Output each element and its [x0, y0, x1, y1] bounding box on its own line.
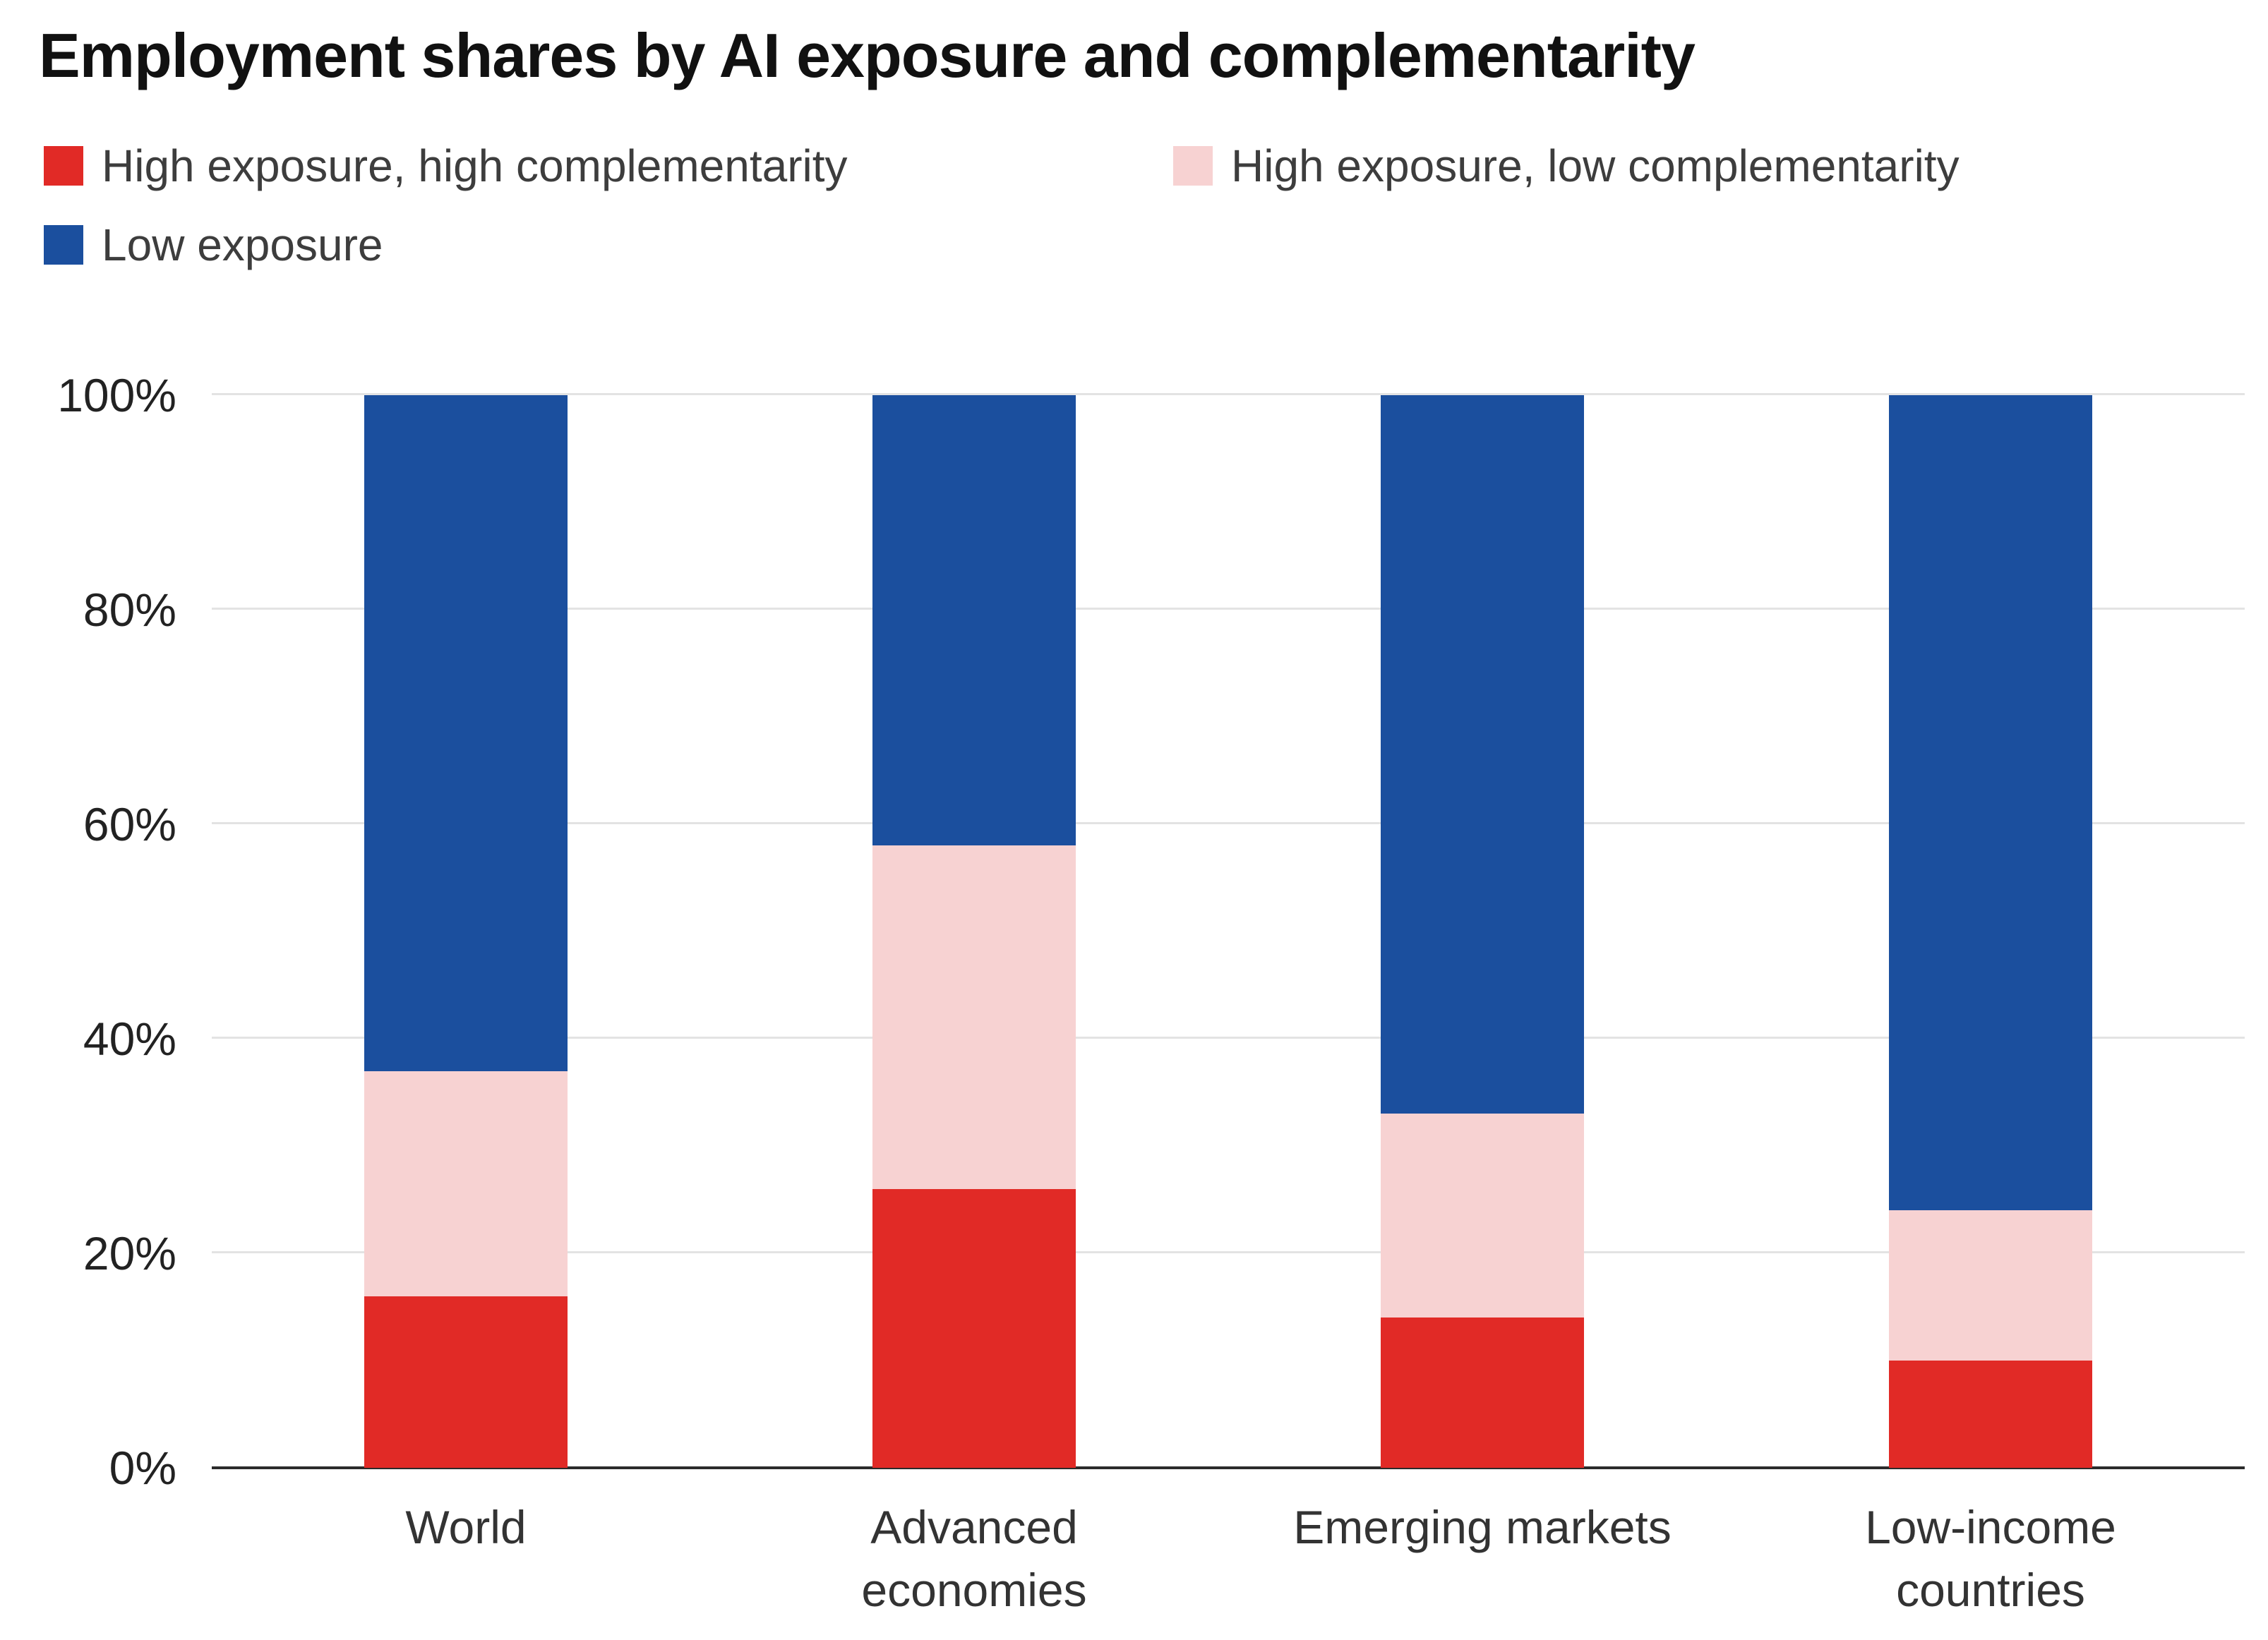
- bar-segment-series-2: [364, 395, 568, 1071]
- bar-segment-series-1: [872, 845, 1076, 1189]
- y-axis-labels: 0% 20% 40% 60% 80% 100%: [0, 369, 176, 1494]
- legend-item-high-exposure-high-complementarity: High exposure, high complementarity: [44, 140, 1173, 192]
- bar-emerging-markets: [1381, 395, 1584, 1468]
- y-tick-label: 80%: [83, 584, 176, 636]
- y-tick-label: 0%: [109, 1442, 176, 1494]
- x-axis-line: [212, 1466, 2245, 1469]
- bar-segment-series-0: [1381, 1318, 1584, 1468]
- legend-label: High exposure, low complementarity: [1231, 140, 1960, 191]
- x-axis-label: World: [405, 1501, 527, 1553]
- legend-swatch-blue-icon: [44, 225, 83, 265]
- bar-segment-series-2: [872, 395, 1076, 846]
- y-tick-label: 40%: [83, 1013, 176, 1065]
- chart-legend: High exposure, high complementarity High…: [44, 140, 2204, 298]
- gridline: [212, 1037, 2245, 1039]
- plot-area: [212, 393, 2245, 1469]
- chart-title: Employment shares by AI exposure and com…: [39, 20, 1696, 90]
- x-axis-label: Low-income countries: [1865, 1501, 2116, 1617]
- gridline: [212, 393, 2245, 395]
- legend-item-high-exposure-low-complementarity: High exposure, low complementarity: [1173, 140, 1960, 192]
- gridline: [212, 608, 2245, 610]
- legend-swatch-red-icon: [44, 146, 83, 186]
- bar-segment-series-0: [872, 1188, 1076, 1468]
- x-axis-labels: World Advanced economies Emerging markets L…: [212, 1496, 2245, 1637]
- bar-segment-series-0: [1889, 1361, 2092, 1468]
- y-tick-label: 100%: [57, 369, 176, 421]
- bar-advanced-economies: [872, 395, 1076, 1468]
- gridline: [212, 822, 2245, 824]
- bar-segment-series-0: [364, 1296, 568, 1468]
- bar-segment-series-1: [1381, 1114, 1584, 1318]
- bar-segment-series-2: [1381, 395, 1584, 1114]
- bar-low-income-countries: [1889, 395, 2092, 1468]
- legend-label: High exposure, high complementarity: [102, 140, 848, 191]
- bar-segment-series-1: [364, 1071, 568, 1296]
- legend-swatch-pink-icon: [1173, 146, 1213, 186]
- y-tick-label: 60%: [83, 798, 176, 850]
- bar-segment-series-1: [1889, 1210, 2092, 1361]
- bar-segment-series-2: [1889, 395, 2092, 1211]
- x-axis-label: Emerging markets: [1293, 1501, 1672, 1553]
- legend-label: Low exposure: [102, 219, 383, 270]
- gridline: [212, 1251, 2245, 1253]
- legend-row-2: Low exposure: [44, 219, 2204, 271]
- bar-world: [364, 395, 568, 1468]
- y-tick-label: 20%: [83, 1227, 176, 1279]
- legend-item-low-exposure: Low exposure: [44, 219, 383, 271]
- x-axis-label: Advanced economies: [861, 1501, 1087, 1617]
- legend-row-1: High exposure, high complementarity High…: [44, 140, 2204, 192]
